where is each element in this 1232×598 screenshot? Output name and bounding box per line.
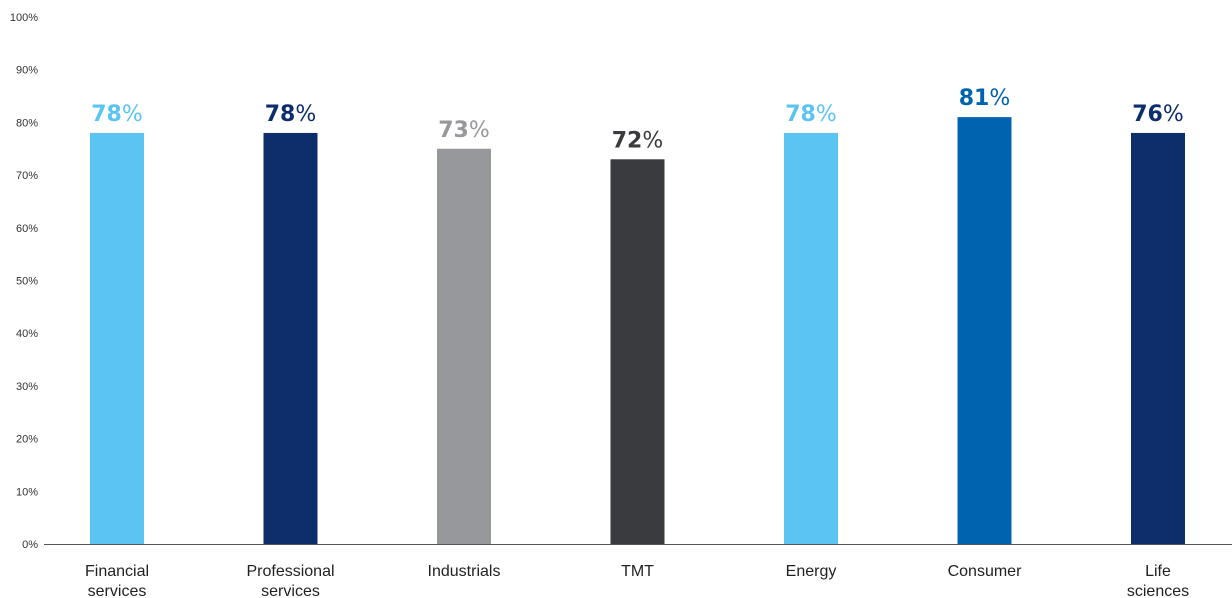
x-axis: Financial services Professional services Ind…: [85, 563, 1189, 598]
y-axis: 0% 10% 20% 30% 40% 50% 60% 70% 80% 90% 100%: [10, 12, 38, 551]
y-tick-label: 40%: [16, 328, 38, 340]
y-tick-label: 90%: [16, 65, 38, 77]
data-label-suffix: %: [1163, 102, 1184, 127]
data-label-value: 72: [612, 128, 643, 153]
bars: [90, 117, 1185, 545]
data-labels: 78% 78%73% 72%78%81%76%: [91, 86, 1184, 153]
data-label-value: 81: [959, 86, 990, 111]
bar: [437, 148, 491, 544]
data-label-suffix: %: [642, 128, 663, 153]
y-tick-label: 60%: [16, 223, 38, 235]
y-tick-label: 50%: [16, 276, 38, 288]
x-tick-label: Professional: [246, 563, 334, 580]
data-label-value: 76: [1132, 102, 1163, 127]
data-label-value: 73: [438, 118, 469, 143]
bar: [957, 117, 1012, 544]
y-tick-label: 70%: [16, 170, 38, 182]
x-tick-label: Life: [1145, 563, 1171, 580]
data-label: 78%: [91, 102, 143, 127]
data-label-suffix: %: [295, 102, 316, 127]
x-tick-label: sciences: [1127, 583, 1189, 598]
y-tick-label: 30%: [16, 381, 38, 393]
bar: [90, 132, 144, 544]
x-tick-label: services: [88, 583, 147, 598]
data-label: 76%: [1132, 102, 1184, 127]
data-label: 81%: [959, 86, 1011, 111]
data-label-suffix: %: [469, 118, 490, 143]
bar: [263, 132, 318, 544]
data-label-suffix: %: [816, 102, 837, 127]
y-tick-label: 0%: [22, 539, 38, 551]
x-tick-label: TMT: [621, 563, 654, 580]
y-tick-label: 10%: [16, 486, 38, 498]
bar: [1131, 132, 1185, 544]
x-tick-label: Industrials: [428, 563, 501, 580]
data-label-value: 78: [785, 102, 816, 127]
y-tick-label: 100%: [10, 12, 38, 24]
bar: [610, 159, 665, 545]
x-tick-label: Financial: [85, 563, 149, 580]
y-tick-label: 20%: [16, 434, 38, 446]
x-tick-label: Consumer: [948, 563, 1022, 580]
data-label: 72%: [612, 128, 664, 153]
x-tick-label: Energy: [786, 563, 837, 580]
data-label-suffix: %: [989, 86, 1010, 111]
data-label-value: 78: [265, 102, 296, 127]
data-label: 78%: [785, 102, 837, 127]
data-label-suffix: %: [122, 102, 143, 127]
data-label-value: 78: [91, 102, 122, 127]
data-label: 73%: [438, 118, 490, 143]
bar: [784, 132, 838, 544]
x-tick-label: services: [261, 583, 320, 598]
data-label: 78%: [265, 102, 317, 127]
y-tick-label: 80%: [16, 117, 38, 129]
